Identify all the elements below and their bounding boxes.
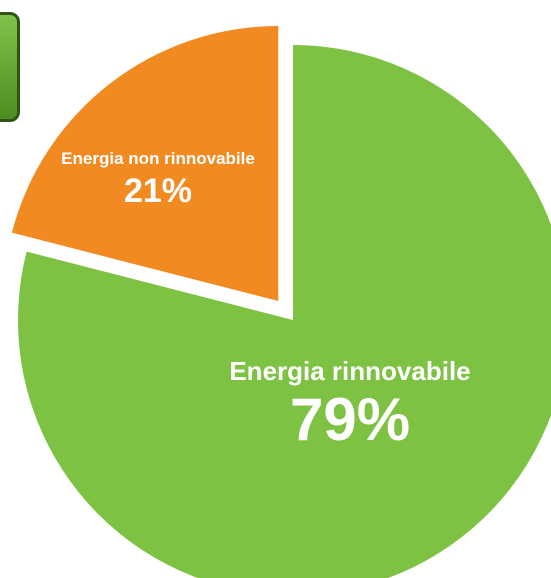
pie-slice-renewable xyxy=(17,45,551,578)
corner-badge-decoration xyxy=(0,12,20,122)
pie-slice-nonrenewable xyxy=(11,26,279,302)
slice-value-renewable: 79% xyxy=(290,386,410,453)
slice-value-nonrenewable: 21% xyxy=(124,172,192,210)
slice-label-nonrenewable: Energia non rinnovabile xyxy=(61,149,255,168)
slice-label-renewable: Energia rinnovabile xyxy=(229,356,470,386)
